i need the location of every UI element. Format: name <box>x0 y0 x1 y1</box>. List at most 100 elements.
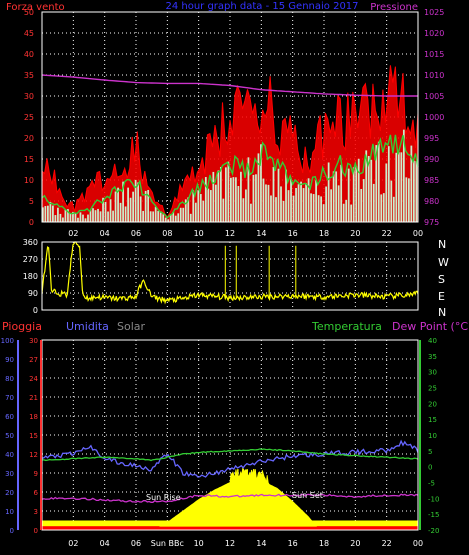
gust-bar <box>330 189 333 222</box>
gust-bar <box>99 211 102 222</box>
x-tick-panel1: 10 <box>194 229 204 238</box>
wind-y-tick: 25 <box>24 113 34 122</box>
gust-bar <box>357 158 360 222</box>
legend-rain: Pioggia <box>2 320 42 333</box>
gust-bar <box>69 213 72 222</box>
x-tick-panel3: 12 <box>225 539 235 548</box>
legend-solar: Solar <box>117 320 146 333</box>
gust-bar <box>282 200 285 222</box>
gust-bar <box>367 155 370 222</box>
gust-bar <box>112 210 114 222</box>
gust-bar <box>167 219 170 222</box>
gust-bar <box>122 181 124 222</box>
x-tick-panel3: 04 <box>100 539 110 548</box>
gust-bar <box>199 194 202 222</box>
gust-bar <box>222 198 225 222</box>
gust-bar <box>285 169 287 222</box>
gust-bar <box>224 167 227 222</box>
gust-bar <box>257 153 260 222</box>
x-tick-panel3: 02 <box>68 539 78 548</box>
gust-bar <box>230 177 232 222</box>
gust-bar <box>410 145 413 222</box>
temperature-y-tick: 0 <box>428 464 432 472</box>
wind-y-tick: 50 <box>24 8 34 17</box>
gust-bar <box>302 188 305 222</box>
direction-y-tick: 270 <box>23 255 38 264</box>
gust-bar <box>44 206 47 222</box>
gust-bar <box>107 211 109 222</box>
gust-bar <box>237 186 240 222</box>
gust-bar <box>307 178 310 222</box>
wind-y-tick: 20 <box>24 134 34 143</box>
gust-bar <box>320 196 322 222</box>
rain-y-tick: 24 <box>29 375 38 383</box>
pressure-y-tick: 1015 <box>424 50 444 59</box>
x-tick-panel1: 16 <box>288 229 298 238</box>
gust-bar <box>267 184 270 222</box>
humidity-y-tick: 90 <box>5 356 14 364</box>
temperature-y-tick: 15 <box>428 416 437 424</box>
pressure-y-tick: 980 <box>424 197 439 206</box>
gust-bar <box>129 197 132 222</box>
gust-bar <box>310 193 312 222</box>
gust-bar <box>390 180 393 222</box>
gust-bar <box>312 194 315 222</box>
gust-bar <box>77 217 79 222</box>
gust-bar <box>169 214 172 222</box>
x-tick-panel3: 18 <box>319 539 329 548</box>
pressure-y-tick: 975 <box>424 218 439 227</box>
legend-humidity: Umidita <box>66 320 109 333</box>
gust-bar <box>250 203 252 222</box>
wind-y-tick: 5 <box>29 197 34 206</box>
humidity-y-tick: 80 <box>5 375 14 383</box>
gust-bar <box>72 211 74 222</box>
pressure-y-tick: 985 <box>424 176 439 185</box>
gust-bar <box>194 202 197 222</box>
gust-bar <box>209 190 212 222</box>
direction-y-tick: 0 <box>33 306 38 315</box>
gust-bar <box>142 210 145 222</box>
gust-bar <box>79 212 82 222</box>
gust-bar <box>64 209 67 222</box>
wind-axis-label: Forza vento <box>6 2 65 13</box>
gust-bar <box>152 211 155 222</box>
pressure-y-tick: 1025 <box>424 8 444 17</box>
gust-bar <box>132 191 134 222</box>
gust-bar <box>337 185 340 222</box>
gust-bar <box>82 214 84 222</box>
gust-bar <box>327 162 330 222</box>
gust-bar <box>347 168 350 222</box>
gust-bar <box>219 166 222 222</box>
gust-bar <box>365 150 368 222</box>
x-tick-panel1: 04 <box>100 229 110 238</box>
gust-bar <box>242 198 245 222</box>
gust-bar <box>217 170 220 222</box>
dew-point-series <box>41 493 419 503</box>
wind-direction-series <box>41 241 419 305</box>
gust-bar <box>177 213 180 222</box>
pressure-y-tick: 990 <box>424 155 439 164</box>
gust-bar <box>54 215 57 222</box>
gust-bar <box>134 179 137 222</box>
x-tick-panel3: 20 <box>350 539 360 548</box>
gust-bar <box>280 186 282 222</box>
gust-bar <box>270 195 272 222</box>
gust-bar <box>375 145 378 222</box>
gust-bar <box>380 194 383 222</box>
gust-bar <box>57 207 59 222</box>
gust-bar <box>137 182 140 222</box>
gust-bar <box>405 177 408 222</box>
rain-y-tick: 27 <box>29 356 38 364</box>
gust-bar <box>117 187 119 222</box>
pressure-y-tick: 1005 <box>424 92 444 101</box>
x-tick-panel1: 22 <box>382 229 392 238</box>
gust-bar <box>275 197 277 222</box>
gust-bar <box>197 190 200 222</box>
gust-bar <box>395 152 398 222</box>
gust-bar <box>240 171 242 222</box>
pressure-y-tick: 1010 <box>424 71 444 80</box>
gust-bar <box>154 206 157 222</box>
x-tick-panel3: 22 <box>382 539 392 548</box>
temperature-y-tick: 5 <box>428 448 432 456</box>
x-tick-panel1: 02 <box>68 229 78 238</box>
